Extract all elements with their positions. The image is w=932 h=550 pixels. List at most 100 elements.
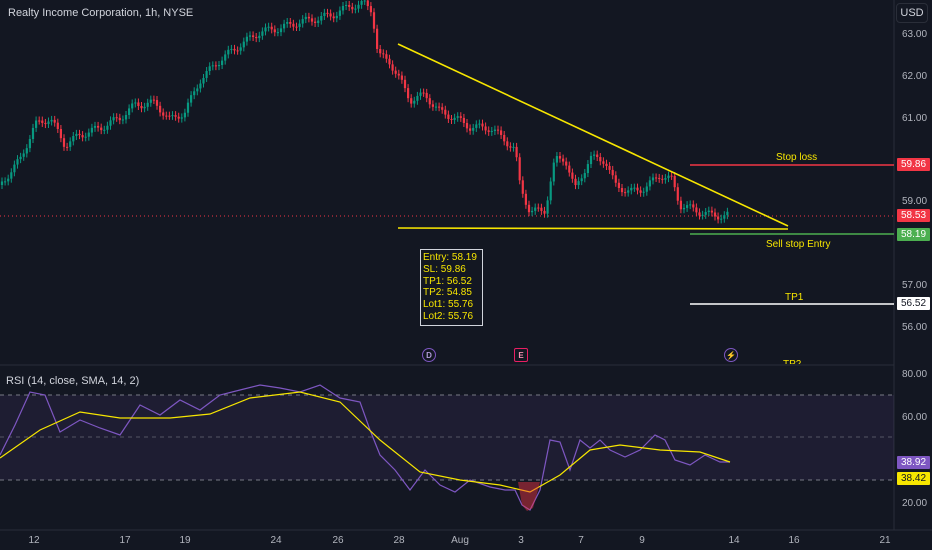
price-tick: 57.00: [902, 280, 927, 291]
candle: [13, 164, 16, 173]
candle: [248, 35, 252, 37]
rsi-tick: 60.00: [902, 412, 927, 423]
candle: [72, 135, 75, 142]
info-tp2: TP2: 54.85: [423, 287, 472, 299]
candle: [630, 187, 633, 191]
candle: [103, 129, 106, 131]
candle: [459, 116, 462, 118]
time-tick: 12: [28, 535, 40, 546]
candle: [351, 6, 354, 10]
candle: [341, 5, 345, 11]
candle: [128, 108, 131, 115]
candle: [47, 121, 50, 125]
candle: [453, 117, 456, 120]
dividend-event-icon[interactable]: D: [422, 348, 436, 362]
candle: [38, 120, 41, 122]
rsi-sma-line: [0, 391, 731, 493]
candle: [478, 123, 481, 125]
candle: [59, 128, 62, 139]
candle: [131, 103, 134, 109]
upper-trendline: [397, 43, 789, 227]
candle: [289, 21, 292, 24]
candle: [78, 133, 81, 136]
candle: [385, 54, 388, 59]
candle: [658, 177, 661, 179]
candle: [565, 161, 568, 166]
candle: [354, 8, 357, 10]
candle: [4, 181, 7, 183]
rsi-indicator-title[interactable]: RSI (14, close, SMA, 14, 2): [6, 375, 140, 387]
candle: [146, 102, 149, 107]
candle: [558, 156, 562, 159]
candle: [664, 178, 667, 180]
candle: [152, 99, 155, 101]
earnings-event-icon[interactable]: E: [514, 348, 528, 362]
candle: [177, 116, 180, 119]
candle: [276, 32, 279, 34]
candle: [546, 200, 549, 214]
candle: [490, 130, 493, 132]
candle: [87, 132, 90, 137]
candle: [527, 204, 531, 213]
currency-button[interactable]: USD: [896, 3, 928, 23]
candle: [472, 127, 475, 131]
symbol-title[interactable]: Realty Income Corporation, 1h, NYSE: [8, 7, 194, 19]
candle: [50, 119, 53, 122]
candle: [149, 99, 152, 103]
lower-trendline: [397, 227, 789, 230]
rsi-sma-tag: 38.42: [897, 472, 930, 485]
time-tick: 21: [879, 535, 891, 546]
time-tick: 24: [270, 535, 282, 546]
time-tick: 9: [639, 535, 645, 546]
candle: [69, 141, 72, 147]
candle: [589, 155, 593, 165]
candle: [97, 125, 100, 128]
entry-label: Sell stop Entry: [766, 239, 831, 250]
candle: [273, 29, 276, 33]
info-tp1: TP1: 56.52: [423, 275, 472, 287]
rsi-oversold-fill: [518, 482, 540, 511]
candle: [190, 95, 193, 103]
candle: [372, 12, 376, 29]
candle: [62, 138, 66, 147]
candle: [552, 162, 555, 182]
flash-event-icon[interactable]: ⚡: [724, 348, 738, 362]
candle: [255, 36, 258, 39]
candle: [391, 64, 394, 71]
time-tick: 28: [393, 535, 405, 546]
candle: [230, 48, 233, 50]
trade-info-box: Entry: 58.19 SL: 59.86 TP1: 56.52 TP2: 5…: [420, 249, 483, 326]
candle: [434, 106, 438, 108]
candle: [360, 1, 363, 5]
candle: [56, 122, 59, 129]
candle: [388, 58, 391, 65]
candle: [707, 210, 710, 213]
candle: [25, 148, 28, 154]
candle: [109, 120, 112, 126]
candle: [233, 48, 236, 51]
candle: [81, 135, 84, 138]
candle: [162, 112, 165, 116]
candle: [717, 216, 720, 220]
candle: [695, 207, 698, 213]
candle: [481, 123, 484, 127]
candle: [171, 115, 174, 117]
candle: [596, 154, 599, 158]
candle: [193, 91, 196, 96]
candle: [599, 157, 602, 162]
candle: [583, 173, 586, 179]
candle: [323, 12, 326, 16]
candle: [338, 10, 341, 16]
stop-loss-price-tag: 59.86: [897, 158, 930, 171]
candle: [441, 107, 444, 110]
candle: [571, 172, 574, 179]
candle: [41, 120, 44, 123]
candle: [655, 177, 658, 179]
candle: [124, 114, 128, 120]
candle: [639, 190, 642, 193]
candle: [84, 136, 87, 138]
candle: [593, 154, 596, 156]
candle: [704, 212, 707, 215]
info-lot1: Lot1: 55.76: [423, 299, 474, 311]
candle: [93, 125, 97, 128]
